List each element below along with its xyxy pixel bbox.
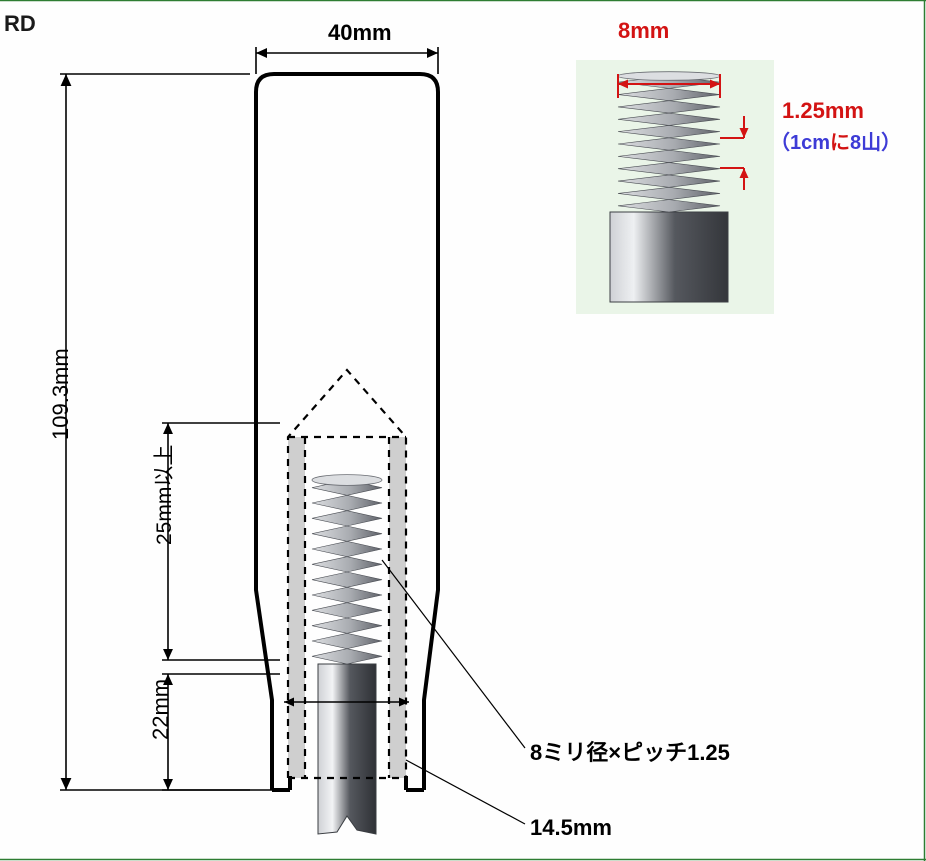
label-detail-sub: （1cmに8山） — [770, 126, 901, 155]
label-thread-spec: 8ミリ径×ピッチ1.25 — [530, 735, 730, 767]
paren-open: （ — [770, 132, 790, 154]
label-depth-25mm: 25mm以上 — [148, 445, 178, 545]
txt-1cm: 1cm — [790, 132, 830, 154]
label-detail-8mm: 8mm — [618, 18, 669, 44]
label-width-40mm: 40mm — [328, 20, 392, 46]
label-rd: RD — [4, 11, 36, 37]
label-height-109mm: 109.3mm — [48, 348, 74, 440]
label-detail-pitch: 1.25mm — [782, 98, 864, 124]
txt-8yama: 8山 — [850, 132, 881, 154]
diagram-stage: RD 40mm 109.3mm 25mm以上 22mm 8ミリ径×ピッチ1.25… — [0, 0, 926, 861]
label-shaft-22mm: 22mm — [148, 679, 174, 740]
label-rd-text: RD — [4, 11, 36, 36]
paren-close: ） — [881, 132, 901, 154]
txt-ni: に — [830, 132, 850, 154]
label-bore-14_5mm: 14.5mm — [530, 815, 612, 841]
